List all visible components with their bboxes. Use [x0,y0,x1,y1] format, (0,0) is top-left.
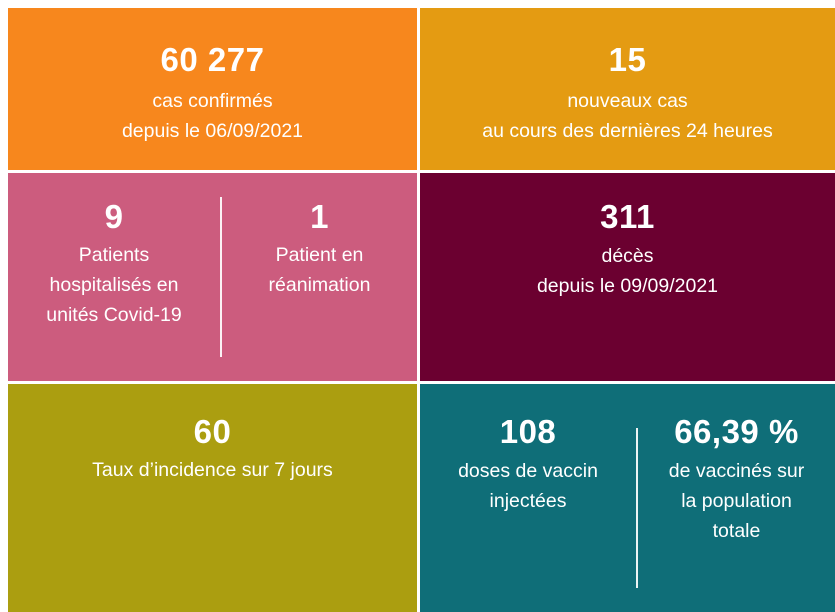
hospitalized-label-line2: hospitalisés en [49,274,179,296]
coverage-column: 66,39 % de vaccinés sur la population to… [638,384,835,546]
new-cases-tile: 15 nouveaux cas au cours des dernières 2… [420,8,835,170]
confirmed-cases-label: cas confirmés [152,90,273,112]
doses-label-line2: injectées [489,490,567,512]
new-cases-label: nouveaux cas [567,90,688,112]
deaths-number: 311 [600,198,655,235]
incidence-tile: 60 Taux d’incidence sur 7 jours [8,384,417,612]
icu-label-line2: réanimation [268,274,371,296]
icu-column: 1 Patient en réanimation [222,173,417,300]
hospitalized-number: 9 [104,198,124,235]
vaccine-tile: 108 doses de vaccin injectées 66,39 % de… [420,384,835,612]
new-cases-number: 15 [608,41,647,78]
deaths-label: décès [601,245,654,267]
coverage-label-line1: de vaccinés sur [668,460,805,482]
confirmed-cases-since: depuis le 06/09/2021 [121,120,304,142]
icu-label-line1: Patient en [275,244,364,266]
doses-column: 108 doses de vaccin injectées [420,384,636,516]
hospitalized-label-line1: Patients [78,244,150,266]
icu-number: 1 [310,198,329,235]
incidence-label: Taux d’incidence sur 7 jours [92,459,333,481]
coverage-number: 66,39 % [674,413,799,450]
deaths-tile: 311 décès depuis le 09/09/2021 [420,173,835,381]
hospitalized-label-line3: unités Covid-19 [46,304,182,326]
deaths-since: depuis le 09/09/2021 [536,275,719,297]
hospitalized-column: 9 Patients hospitalisés en unités Covid-… [8,173,220,330]
coverage-label-line3: totale [712,520,761,542]
doses-label-line1: doses de vaccin [458,460,598,482]
confirmed-cases-tile: 60 277 cas confirmés depuis le 06/09/202… [8,8,417,170]
hospital-tile: 9 Patients hospitalisés en unités Covid-… [8,173,417,381]
coverage-label-line2: la population [681,490,792,512]
vaccine-divider [636,428,638,588]
doses-number: 108 [499,413,557,450]
confirmed-cases-number: 60 277 [160,41,265,78]
new-cases-period: au cours des dernières 24 heures [482,120,773,142]
incidence-number: 60 [193,413,232,450]
hospital-divider [220,197,222,357]
